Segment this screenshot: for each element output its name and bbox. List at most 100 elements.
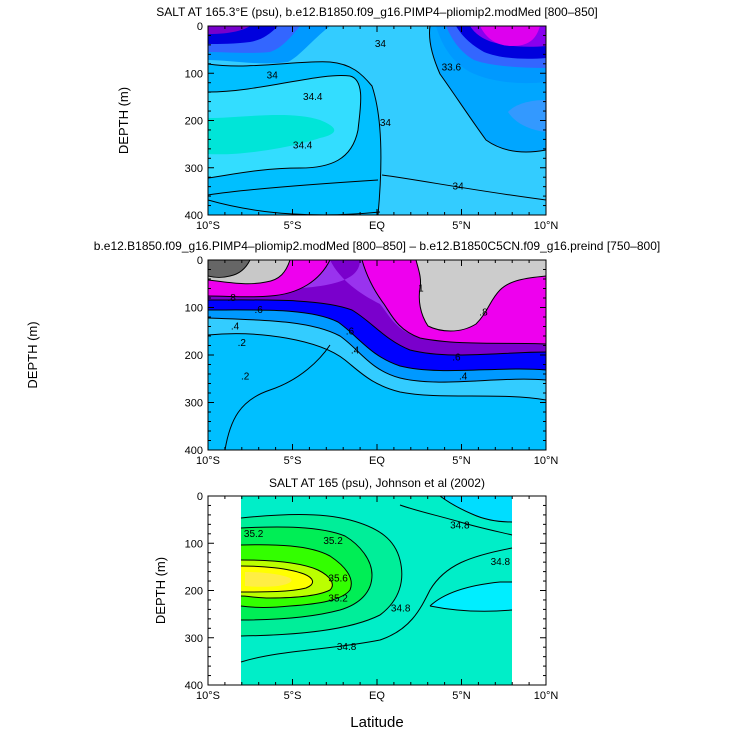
panel-2-y-tick-label: 100 (185, 303, 203, 315)
panel-1-y-tick-label: 300 (185, 163, 203, 175)
panel-3-contour-label: 35.2 (244, 529, 264, 540)
contour-label-text: 34.8 (391, 603, 411, 614)
panel-2-contour-label: .6 (346, 326, 355, 337)
panel-3-axes: 10°S 5°S EQ 5°N 10°N 0 100 200 300 400 DEPTH (m) (153, 491, 558, 702)
panel-2-region-1-east (416, 260, 546, 331)
panel-3-title: SALT AT 165 (psu), Johnson et al (2002) (269, 476, 485, 490)
panel-1-region-upper-32-4 (208, 26, 250, 34)
panel-2-y-tick-label: 0 (197, 255, 203, 267)
panel-3-contour-35-6 (240, 559, 333, 599)
contour-label-text: 1 (418, 284, 424, 295)
contour-label-text: 35.2 (328, 594, 348, 605)
panel-1-contour-labels: 34 34.4 34.4 34 34 33.6 34 (267, 39, 465, 193)
panel-1-x-tick-label: 5°N (452, 220, 471, 232)
panel-3-x-tick-label: 5°S (284, 690, 302, 702)
panel-2-contour-label: .4 (459, 371, 468, 382)
panel-2-contour-0-2 (208, 317, 546, 383)
panel-1-contour-34 (208, 61, 382, 215)
panel-2-contour-0-2-south (224, 344, 331, 450)
panel-2-contour-label: .2 (238, 338, 247, 349)
contour-label-text: 34.4 (293, 141, 313, 152)
panel-1-x-tick-label: EQ (369, 220, 385, 232)
panel-2-y-tick-label: 400 (185, 445, 203, 457)
panel-3-contour-label: 34.8 (491, 557, 511, 568)
panel-2-x-tick-label: 5°N (452, 455, 471, 467)
panel-1-contour-label: 34.4 (303, 92, 323, 103)
panel-1-contour-label: 33.6 (442, 63, 462, 74)
panel-2-y-tick-label: 200 (185, 350, 203, 362)
panel-1-y-tick-label: 400 (185, 210, 203, 222)
contour-label-text: .4 (459, 371, 468, 382)
panel-3-contour-north-d (429, 605, 513, 612)
panel-3-region-upper (241, 496, 512, 524)
panel-2-x-tick-label: 10°S (196, 455, 220, 467)
panel-2-y-axis-label: DEPTH (m) (25, 321, 40, 388)
panel-3-contour-34-8 (240, 547, 513, 663)
panel-2-axes: 10°S 5°S EQ 5°N 10°N 0 100 200 300 400 DEPTH (m) (25, 255, 558, 467)
panel-1-x-tick-label: 10°N (534, 220, 559, 232)
panel-1-contour-a (208, 179, 379, 196)
contour-label-text: 34.8 (337, 642, 357, 653)
contour-label-text: 35.2 (244, 529, 264, 540)
panel-3-contour-35 (240, 514, 403, 637)
panel-2-x-tick-label: 5°S (284, 455, 302, 467)
panel-3-y-tick-label: 200 (185, 586, 203, 598)
panel-1-contour-b (381, 174, 546, 201)
panel-2-contour-0-8-east (361, 260, 546, 345)
panel-3-y-tick-label: 300 (185, 633, 203, 645)
panel-2-x-tick-label: 10°N (534, 455, 559, 467)
panel-3-contour-north-a (399, 504, 513, 536)
panel-1: SALT AT 165.3°E (psu), b.e12.B1850.f09_g… (116, 5, 598, 232)
contour-label-text: .4 (231, 322, 240, 333)
panel-3-region-core (245, 572, 292, 587)
panel-1-contour-label: 34.4 (293, 141, 313, 152)
panel-1-contour-c (208, 199, 381, 215)
panel-1-contour-34-4 (208, 74, 362, 179)
contour-label-text: 35.6 (328, 574, 348, 585)
panel-1-title: SALT AT 165.3°E (psu), b.e12.B1850.f09_g… (156, 5, 598, 19)
panel-3-contour-label: 35.2 (323, 536, 343, 547)
contour-label-text: .6 (255, 305, 264, 316)
panel-2-contour-label: 1 (418, 284, 424, 295)
panel-3-y-tick-label: 400 (185, 680, 203, 692)
panel-3-region-north-34-8 (430, 582, 512, 612)
panel-1-x-tick-label: 10°S (196, 220, 220, 232)
panel-2-plot-area (208, 260, 546, 450)
panel-3-contour-north-b (439, 496, 513, 523)
panel-1-axes: 10°S 5°S EQ 5°N 10°N 0 100 200 300 400 DEPTH (m) (116, 21, 558, 232)
panel-2-title: b.e12.B1850.f09_g16.PIMP4–pliomip2.modMe… (94, 239, 660, 253)
panel-1-region-north-sub (508, 100, 546, 132)
contour-label-text: 34 (380, 118, 392, 129)
panel-1-y-tick-label: 200 (185, 116, 203, 128)
panel-3-contour-label: 34.8 (391, 603, 411, 614)
panel-2-contour-labels: .8 .6 .4 .2 .2 .6 .4 1 .8 .6 .4 (227, 284, 488, 383)
panel-1-x-tick-label: 5°S (284, 220, 302, 232)
panel-3-contour-35-2 (240, 526, 373, 621)
panel-1-plot-area (208, 26, 546, 215)
panel-2-contour-1-2-west (208, 260, 251, 278)
panel-1-contour-label: 34 (453, 182, 465, 193)
panel-2-contour-1-east (415, 260, 546, 332)
panel-3-x-tick-label: 5°N (452, 690, 471, 702)
panel-3-plot-area (208, 496, 546, 685)
panel-2-region-1-2-west (208, 260, 250, 278)
panel-1-contour-label: 34 (375, 39, 387, 50)
panel-1-y-axis-label: DEPTH (m) (116, 87, 131, 154)
contour-label-text: .2 (241, 371, 250, 382)
panel-2-x-tick-label: EQ (369, 455, 385, 467)
panel-3-y-tick-label: 0 (197, 491, 203, 503)
panel-2-contour-label: .4 (231, 322, 240, 333)
panel-3-region-north-fresh (440, 496, 512, 522)
contour-label-text: 34 (267, 71, 279, 82)
panel-3-contour-labels: 35.2 35.2 35.6 35.2 34.8 34.8 34.8 34.8 (244, 520, 511, 653)
panel-1-contour-34-north (429, 26, 546, 153)
contour-label-text: 34.8 (491, 557, 511, 568)
panel-2-contour-label: .8 (479, 307, 488, 318)
panel-2-y-tick-label: 300 (185, 398, 203, 410)
panel-1-region-core (208, 114, 335, 155)
contour-label-text: 33.6 (442, 63, 462, 74)
panel-1-contour-label: 34 (267, 71, 279, 82)
contour-label-text: 35.2 (323, 536, 343, 547)
contour-label-text: 34.8 (450, 520, 470, 531)
panel-2-contour-label: .4 (351, 345, 360, 356)
